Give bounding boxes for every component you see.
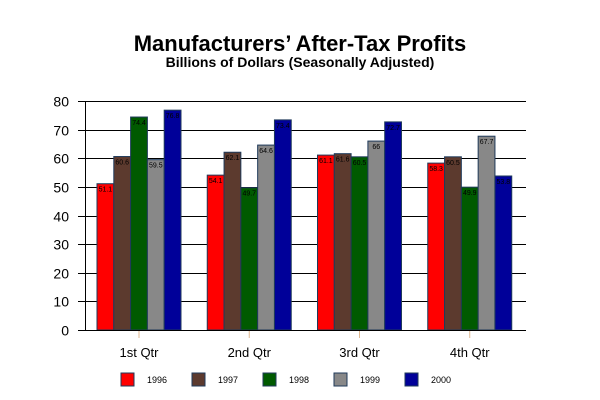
bar (163, 109, 182, 331)
data-label: 58.3 (429, 166, 443, 173)
bar (444, 156, 462, 331)
y-tick-label: 0 (61, 323, 69, 339)
bar (257, 144, 275, 331)
bar (206, 174, 225, 331)
data-label: 61.1 (319, 158, 333, 165)
bar (96, 183, 115, 331)
legend-label: 1999 (360, 375, 380, 385)
y-tick-label: 60 (53, 151, 69, 167)
data-label: 61.6 (336, 157, 350, 164)
bar (333, 153, 352, 331)
data-label: 60.6 (115, 160, 129, 167)
x-tick-label: 1st Qtr (119, 345, 159, 360)
data-label: 76.8 (166, 113, 180, 120)
x-axis: 1st Qtr 2nd Qtr 3rd Qtr 4th Qtr (78, 330, 526, 360)
y-tick-label: 30 (53, 237, 69, 253)
data-label: 59.5 (149, 163, 163, 170)
y-tick-label: 10 (53, 294, 69, 310)
y-tick-label: 70 (53, 123, 69, 139)
bar (477, 135, 496, 331)
data-label: 60.5 (353, 160, 367, 167)
data-label: 51.1 (99, 187, 113, 194)
bar (240, 187, 259, 331)
legend-label: 1998 (289, 375, 309, 385)
y-tick-label: 50 (53, 180, 69, 196)
bar (317, 154, 335, 331)
data-label: 49.9 (463, 190, 477, 197)
chart-subtitle: Billions of Dollars (Seasonally Adjusted… (165, 54, 435, 70)
bar (460, 186, 479, 331)
data-label: 74.4 (132, 120, 146, 127)
data-label: 49.7 (242, 191, 256, 198)
legend-swatch (191, 372, 206, 387)
legend: 1996 1997 1998 1999 2000 (120, 372, 451, 387)
bar (130, 116, 148, 331)
legend-swatch (262, 372, 277, 387)
bar (367, 140, 386, 331)
bar (350, 156, 369, 331)
legend-label: 2000 (431, 375, 451, 385)
bar (113, 156, 132, 331)
legend-label: 1996 (147, 375, 167, 385)
y-axis: 0 10 20 30 40 50 60 70 80 (53, 94, 86, 339)
y-tick-label: 40 (53, 209, 69, 225)
legend-label: 1997 (218, 375, 238, 385)
y-tick-label: 20 (53, 266, 69, 282)
data-label: 72.7 (386, 125, 400, 132)
data-label: 53.8 (497, 179, 511, 186)
data-label: 60.5 (446, 160, 460, 167)
data-label: 66 (372, 144, 380, 151)
bar (273, 119, 292, 331)
data-label: 67.7 (480, 139, 494, 146)
data-label: 73.4 (276, 123, 290, 130)
legend-swatch (120, 372, 135, 387)
y-tick-label: 80 (53, 94, 69, 110)
chart-title: Manufacturers’ After-Tax Profits (133, 31, 467, 56)
x-tick-label: 2nd Qtr (228, 345, 272, 360)
data-label: 62.1 (226, 155, 240, 162)
legend-swatch (404, 372, 419, 387)
bar (146, 159, 165, 331)
bar (223, 151, 242, 331)
bars: 51.1 60.6 74.4 59.5 76.8 54.1 62.1 49.7 64.6 73.4… (96, 109, 513, 331)
bar (384, 121, 403, 331)
bar (427, 162, 446, 331)
bar (494, 175, 513, 331)
data-label: 64.6 (259, 148, 273, 155)
x-tick-label: 3rd Qtr (339, 345, 380, 360)
data-label: 54.1 (209, 178, 223, 185)
legend-swatch (333, 372, 348, 387)
x-tick-label: 4th Qtr (450, 345, 490, 360)
